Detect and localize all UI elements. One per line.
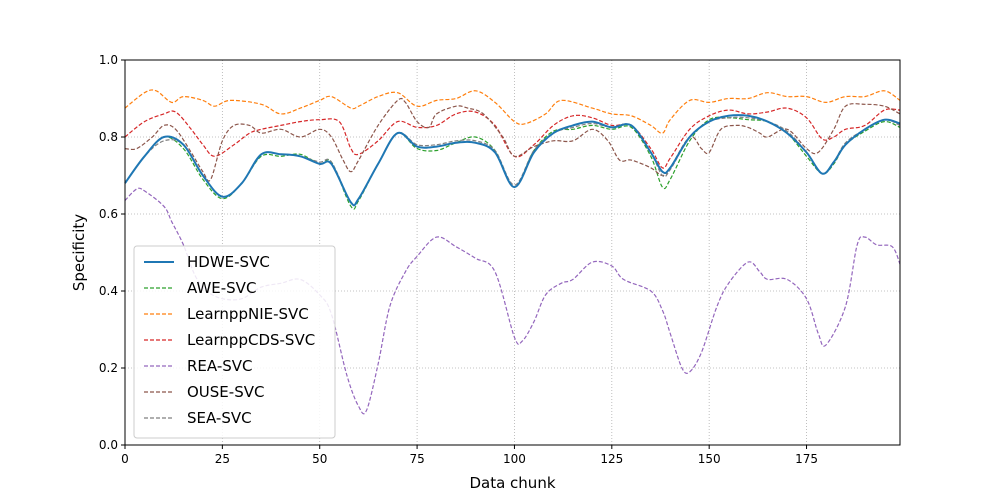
y-tick-label: 0.0	[99, 438, 118, 452]
x-tick-label: 125	[600, 452, 623, 466]
series-line-learnppcds-svc	[124, 107, 901, 169]
x-tick-label: 100	[503, 452, 526, 466]
series-line-rea-svc	[124, 187, 901, 415]
legend-label-sea-svc: SEA-SVC	[187, 409, 252, 427]
legend-label-learnppcds-svc: LearnppCDS-SVC	[187, 331, 315, 349]
series-line-hdwe-svc	[124, 114, 901, 207]
x-tick-label: 0	[121, 452, 129, 466]
y-tick-label: 0.8	[99, 130, 118, 144]
legend-label-rea-svc: REA-SVC	[187, 357, 253, 375]
x-tick-label: 50	[312, 452, 327, 466]
x-tick-label: 175	[795, 452, 818, 466]
y-tick-label: 1.0	[99, 53, 118, 67]
y-axis: 0.0 0.2 0.4 0.6 0.8 1.0	[99, 53, 125, 452]
x-axis-label: Data chunk	[469, 474, 555, 492]
x-tick-label: 150	[698, 452, 721, 466]
y-axis-label: Specificity	[70, 214, 88, 291]
legend-label-hdwe-svc: HDWE-SVC	[187, 253, 270, 271]
series-line-ouse-svc	[124, 97, 901, 182]
series-line-learnppnie-svc	[124, 89, 901, 134]
series-lines	[124, 89, 901, 415]
legend-box	[133, 245, 336, 439]
legend-label-learnppnie-svc: LearnppNIE-SVC	[187, 305, 309, 323]
y-tick-label: 0.4	[99, 284, 118, 298]
plot-frame	[124, 59, 901, 446]
legend: HDWE-SVC AWE-SVC LearnppNIE-SVC LearnppCDS-…	[133, 245, 336, 439]
x-tick-label: 75	[409, 452, 424, 466]
legend-label-ouse-svc: OUSE-SVC	[187, 383, 264, 401]
x-axis: 0 25 50 75 100 125 150 175	[121, 445, 818, 466]
y-tick-label: 0.6	[99, 207, 118, 221]
x-tick-label: 25	[215, 452, 230, 466]
y-tick-label: 0.2	[99, 361, 118, 375]
legend-label-awe-svc: AWE-SVC	[187, 279, 256, 297]
